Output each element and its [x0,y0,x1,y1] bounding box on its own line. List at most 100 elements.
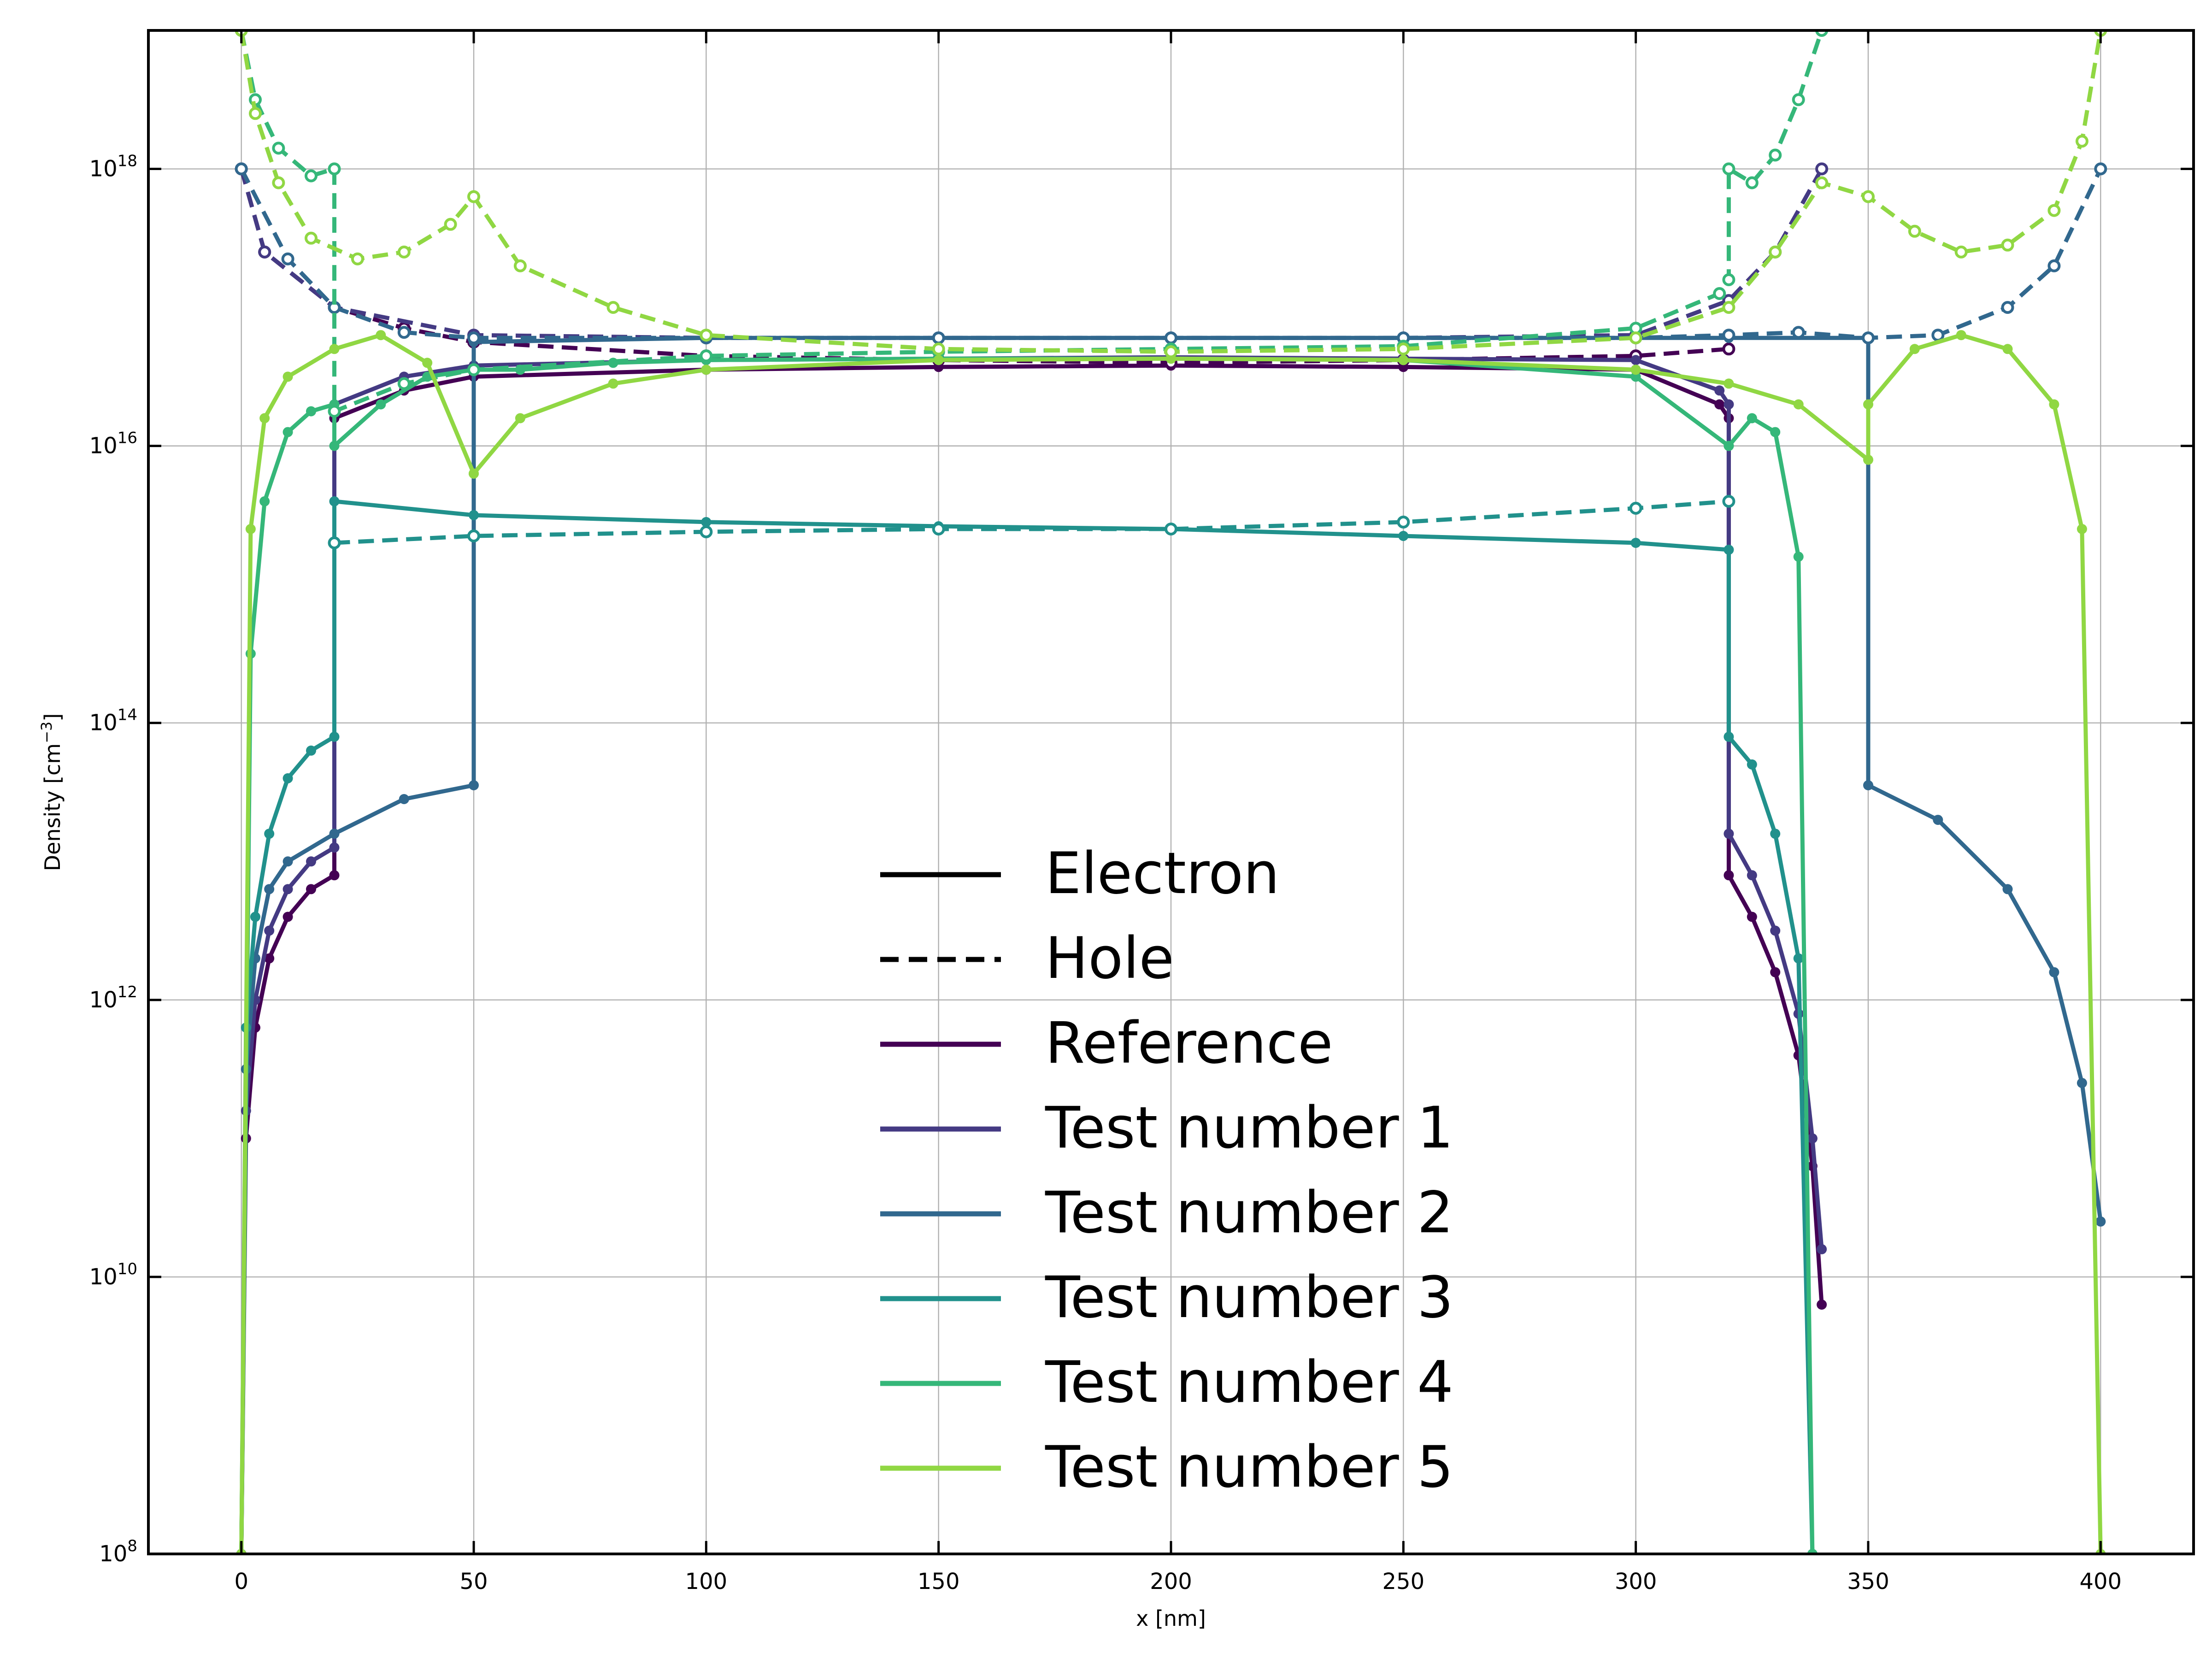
y-tick-label: 1012 [89,983,137,1013]
x-tick-label: 400 [2079,1569,2122,1594]
data-point [1724,731,1734,742]
data-point [1862,331,1875,345]
data-point [467,529,480,542]
data-point [606,301,620,314]
data-point [264,884,275,894]
series-line [239,499,1815,1554]
y-tick-exponent: 16 [118,429,137,447]
data-point [1770,925,1781,936]
data-point [932,331,945,345]
data-point [1909,344,1920,354]
data-point [1629,331,1642,345]
data-point [1769,148,1782,162]
data-point [1629,501,1642,515]
data-point [305,231,318,245]
data-point [469,468,479,479]
data-point [272,176,285,189]
data-point [1863,780,1873,790]
y-tick-exponent: 18 [118,152,137,171]
data-point [281,252,294,265]
x-tick-label: 250 [1382,1569,1425,1594]
data-point [1956,330,1966,341]
series-line [334,499,1729,545]
x-tick-label: 350 [1847,1569,1889,1594]
data-point [1713,287,1726,300]
data-point [1397,515,1410,529]
data-point [399,794,409,804]
data-point [1747,870,1757,881]
y-axis-label-exponent: −3 [38,722,55,743]
y-tick-base: 10 [89,987,118,1013]
data-point [397,245,411,259]
data-point [329,344,340,354]
data-point [258,245,271,259]
data-point [1862,190,1875,203]
data-point [1724,829,1734,839]
data-point [282,371,293,382]
data-point [2094,162,2107,176]
data-point [1793,552,1804,562]
data-point [1165,345,1177,359]
series-layer [235,30,2107,1554]
data-point [328,536,341,549]
y-tick-base: 10 [99,1541,127,1567]
data-point [306,884,316,894]
data-point [608,378,618,389]
y-tick-exponent: 10 [118,1260,137,1278]
data-point [1863,399,1873,410]
data-point [1397,342,1410,356]
data-point [1747,413,1757,424]
x-tick-label: 200 [1150,1569,1192,1594]
data-point [1863,454,1873,465]
data-point [467,331,480,345]
data-point [282,856,293,867]
data-point [329,829,340,839]
data-point [306,406,316,417]
data-point [1817,1244,1827,1254]
data-point [933,355,944,365]
data-point [351,252,364,265]
x-tick-label: 100 [685,1569,728,1594]
data-point [282,773,293,783]
data-point [700,349,713,363]
data-point [1793,399,1804,410]
data-point [1933,815,1943,825]
data-point [1792,326,1805,339]
data-point [1792,93,1805,106]
legend-label-test-number-4: Test number 4 [1045,1349,1453,1416]
data-point [1815,176,1829,189]
data-point [1954,245,1968,259]
y-tick-label: 1016 [89,429,137,459]
data-point [1630,538,1641,548]
series-test-number-3-hole [328,494,1735,549]
data-point [397,377,411,390]
x-tick-label: 0 [234,1569,248,1594]
data-point [1714,399,1725,410]
data-point [1630,355,1641,365]
data-point [1724,441,1734,451]
data-point [1724,545,1734,555]
data-point [282,427,293,437]
data-point [2075,135,2088,148]
legend: Electron Hole Reference Test number 1 Test n… [880,841,1453,1500]
data-point [2047,204,2061,217]
data-point [1722,329,1735,342]
data-point [1398,531,1409,541]
data-point [376,330,386,341]
data-point [397,326,411,339]
y-axis-label: Density [cm−3] [38,713,65,871]
data-point [1770,427,1781,437]
data-point [2047,259,2061,272]
data-point [306,856,316,867]
data-point [2049,399,2059,410]
data-point [1770,829,1781,839]
data-point [2077,1078,2087,1088]
y-tick-exponent: 12 [118,983,137,1001]
data-point [422,358,433,368]
data-point [932,523,945,535]
legend-label-hole: Hole [1045,925,1174,992]
data-point [444,218,457,231]
data-point [2001,301,2014,314]
series-test-number-5-electron [236,330,2106,1554]
x-tick-label: 150 [918,1569,960,1594]
